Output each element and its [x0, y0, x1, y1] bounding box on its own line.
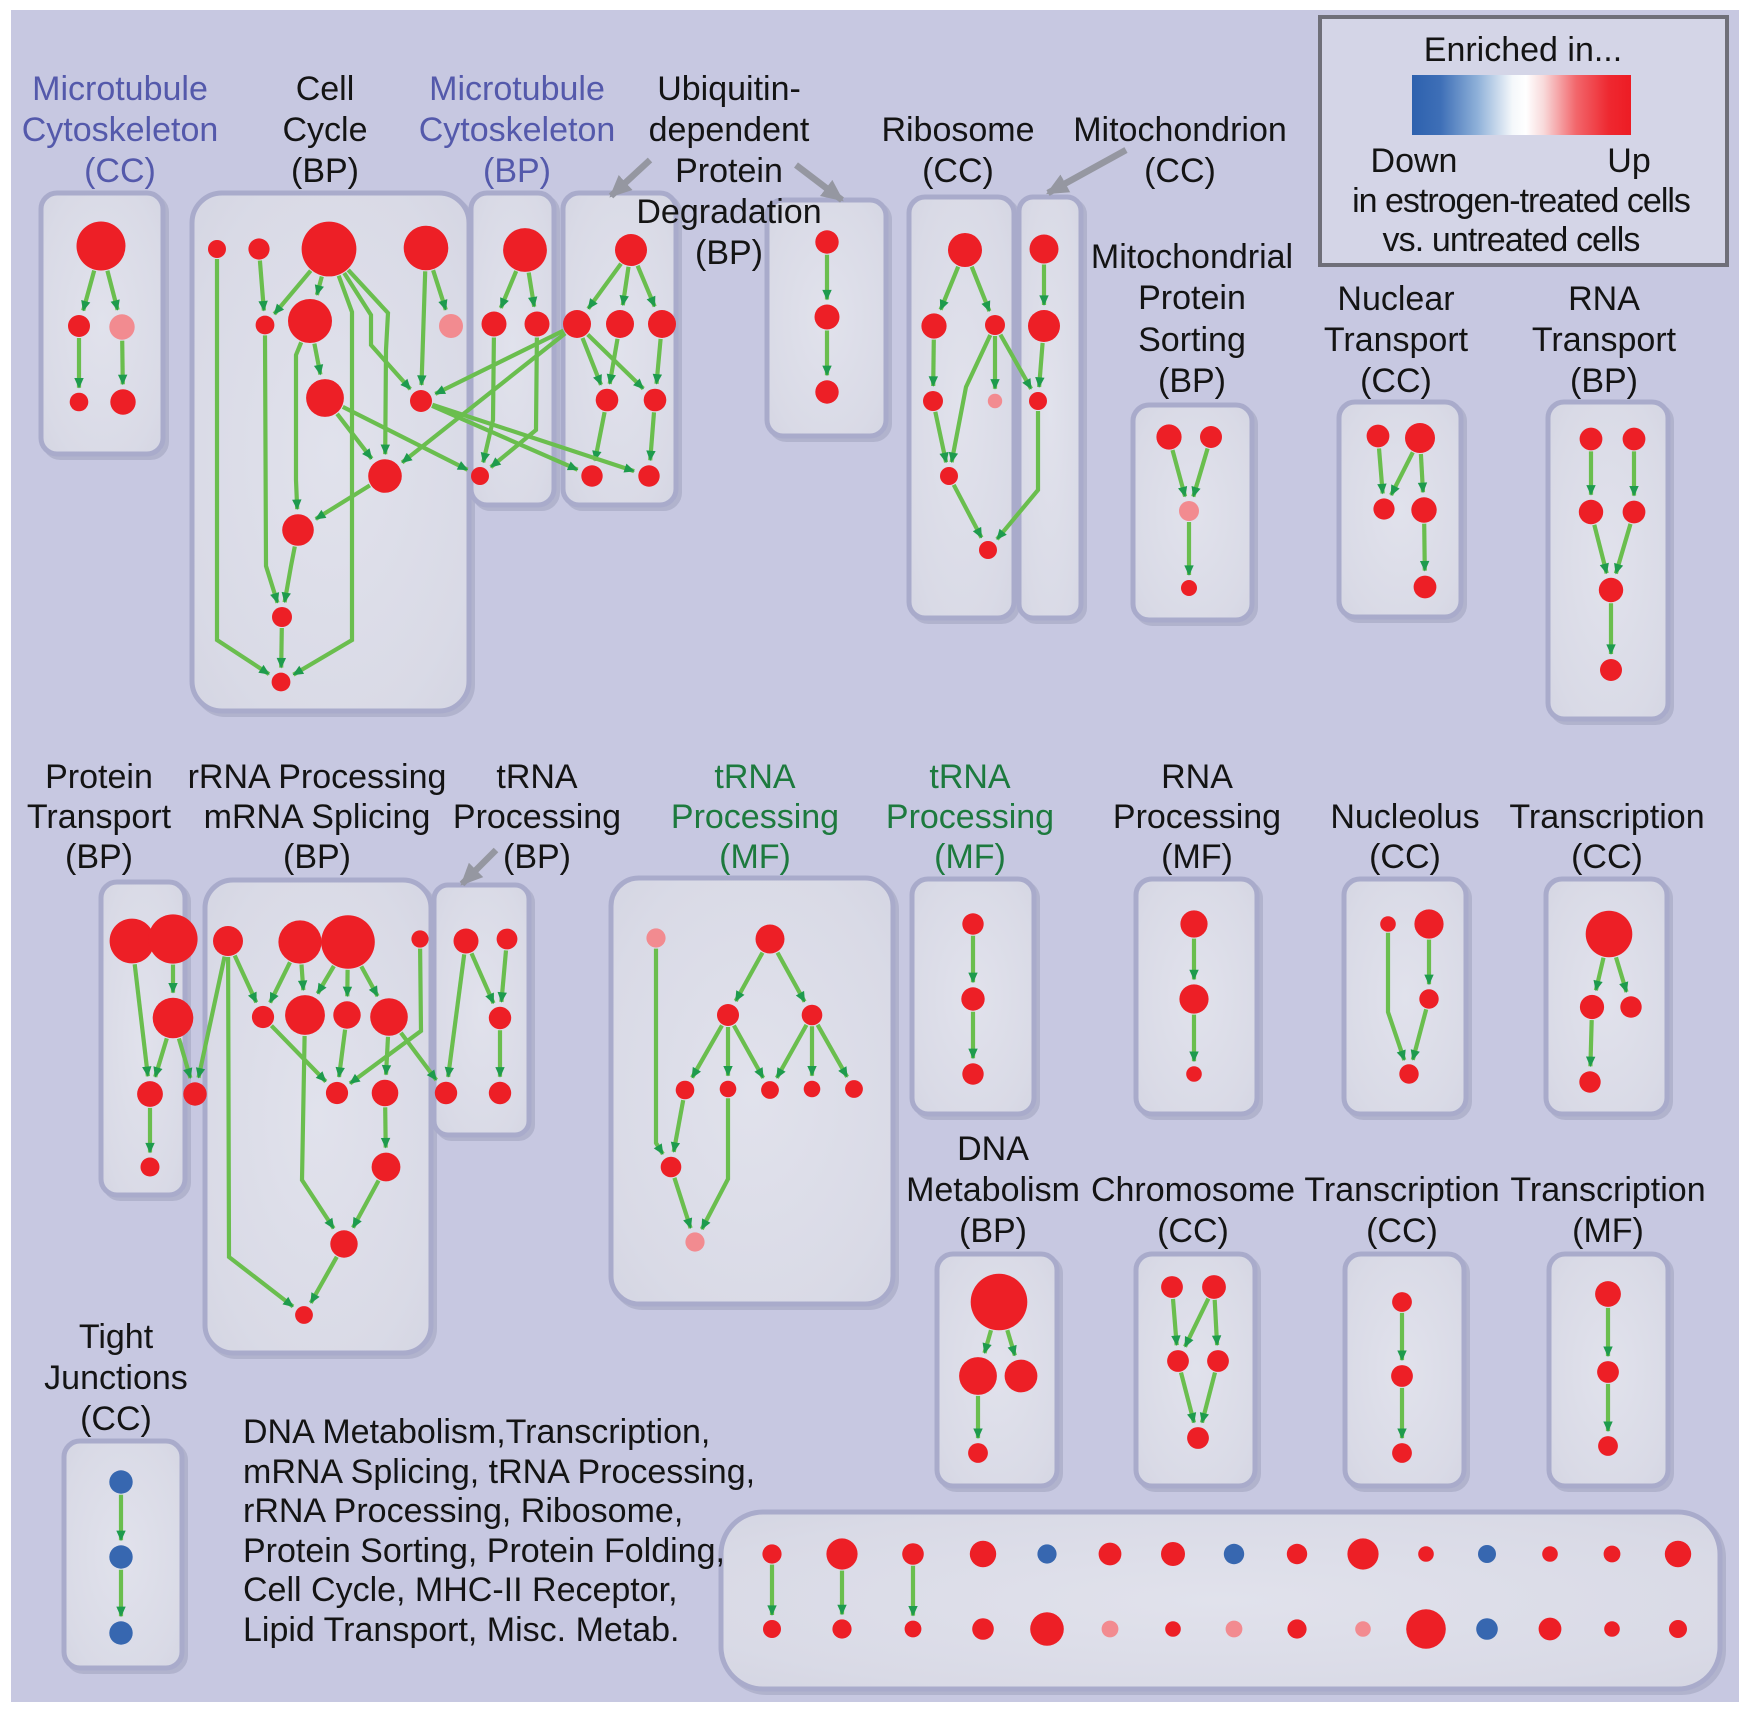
svg-text:Transcription: Transcription [1510, 1171, 1705, 1209]
svg-text:Metabolism: Metabolism [906, 1171, 1080, 1209]
svg-text:Protein: Protein [675, 152, 783, 190]
svg-text:rRNA Processing, Ribosome,: rRNA Processing, Ribosome, [243, 1492, 683, 1530]
svg-text:(BP): (BP) [1158, 362, 1226, 400]
svg-text:tRNA: tRNA [929, 758, 1011, 796]
svg-text:Junctions: Junctions [44, 1359, 188, 1397]
svg-text:(BP): (BP) [959, 1212, 1027, 1250]
svg-text:Protein: Protein [1138, 279, 1246, 317]
svg-text:Cell Cycle, MHC-II Receptor,: Cell Cycle, MHC-II Receptor, [243, 1571, 678, 1609]
svg-text:(CC): (CC) [80, 1400, 152, 1438]
svg-text:Chromosome: Chromosome [1091, 1171, 1295, 1209]
svg-text:Ubiquitin-: Ubiquitin- [657, 70, 801, 108]
svg-text:Nuclear: Nuclear [1337, 280, 1454, 318]
svg-text:Processing: Processing [886, 798, 1054, 836]
svg-text:Microtubule: Microtubule [32, 70, 208, 108]
svg-text:Cell: Cell [296, 70, 355, 108]
svg-text:(CC): (CC) [1369, 838, 1441, 876]
svg-text:Mitochondrial: Mitochondrial [1091, 238, 1293, 276]
svg-text:Enriched in...: Enriched in... [1424, 31, 1622, 69]
svg-text:DNA: DNA [957, 1130, 1029, 1168]
svg-text:(CC): (CC) [1144, 152, 1216, 190]
svg-text:mRNA Splicing, tRNA Processing: mRNA Splicing, tRNA Processing, [243, 1453, 755, 1491]
svg-text:Transport: Transport [27, 798, 172, 836]
svg-text:Transcription: Transcription [1509, 798, 1704, 836]
svg-text:in estrogen-treated cells: in estrogen-treated cells [1352, 182, 1690, 220]
svg-text:(BP): (BP) [503, 838, 571, 876]
svg-text:RNA: RNA [1161, 758, 1233, 796]
svg-text:(MF): (MF) [1161, 838, 1233, 876]
svg-text:dependent: dependent [649, 111, 810, 149]
svg-text:(BP): (BP) [291, 152, 359, 190]
svg-text:(CC): (CC) [922, 152, 994, 190]
svg-text:Protein: Protein [45, 758, 153, 796]
svg-text:Up: Up [1607, 142, 1650, 180]
svg-text:Processing: Processing [453, 798, 621, 836]
svg-text:Protein Sorting, Protein Foldi: Protein Sorting, Protein Folding, [243, 1532, 725, 1570]
svg-text:(BP): (BP) [695, 234, 763, 272]
svg-text:(CC): (CC) [1571, 838, 1643, 876]
svg-text:(BP): (BP) [65, 838, 133, 876]
svg-text:Sorting: Sorting [1138, 321, 1246, 359]
svg-text:Transcription: Transcription [1304, 1171, 1499, 1209]
svg-text:(MF): (MF) [1572, 1212, 1644, 1250]
svg-text:DNA Metabolism,Transcription,: DNA Metabolism,Transcription, [243, 1413, 710, 1451]
svg-text:Cytoskeleton: Cytoskeleton [419, 111, 616, 149]
svg-text:RNA: RNA [1568, 280, 1640, 318]
svg-text:Mitochondrion: Mitochondrion [1073, 111, 1287, 149]
svg-text:Down: Down [1371, 142, 1458, 180]
svg-text:tRNA: tRNA [714, 758, 796, 796]
svg-text:(CC): (CC) [1157, 1212, 1229, 1250]
svg-text:Transport: Transport [1532, 321, 1677, 359]
svg-text:Cytoskeleton: Cytoskeleton [22, 111, 219, 149]
svg-text:tRNA: tRNA [496, 758, 578, 796]
svg-text:Degradation: Degradation [636, 193, 821, 231]
svg-text:Processing: Processing [1113, 798, 1281, 836]
svg-text:Tight: Tight [79, 1318, 154, 1356]
svg-text:Processing: Processing [671, 798, 839, 836]
svg-text:(BP): (BP) [1570, 362, 1638, 400]
svg-text:(CC): (CC) [84, 152, 156, 190]
svg-text:(CC): (CC) [1366, 1212, 1438, 1250]
svg-text:(BP): (BP) [283, 838, 351, 876]
svg-text:Microtubule: Microtubule [429, 70, 605, 108]
svg-text:(MF): (MF) [719, 838, 791, 876]
svg-text:(MF): (MF) [934, 838, 1006, 876]
svg-text:vs. untreated cells: vs. untreated cells [1383, 221, 1640, 259]
svg-text:Lipid Transport, Misc. Metab.: Lipid Transport, Misc. Metab. [243, 1611, 680, 1649]
svg-text:rRNA Processing: rRNA Processing [188, 758, 447, 796]
svg-text:Transport: Transport [1324, 321, 1469, 359]
svg-text:mRNA Splicing: mRNA Splicing [204, 798, 431, 836]
svg-text:(BP): (BP) [483, 152, 551, 190]
svg-text:Ribosome: Ribosome [881, 111, 1034, 149]
svg-text:Nucleolus: Nucleolus [1330, 798, 1479, 836]
svg-text:(CC): (CC) [1360, 362, 1432, 400]
svg-text:Cycle: Cycle [282, 111, 367, 149]
